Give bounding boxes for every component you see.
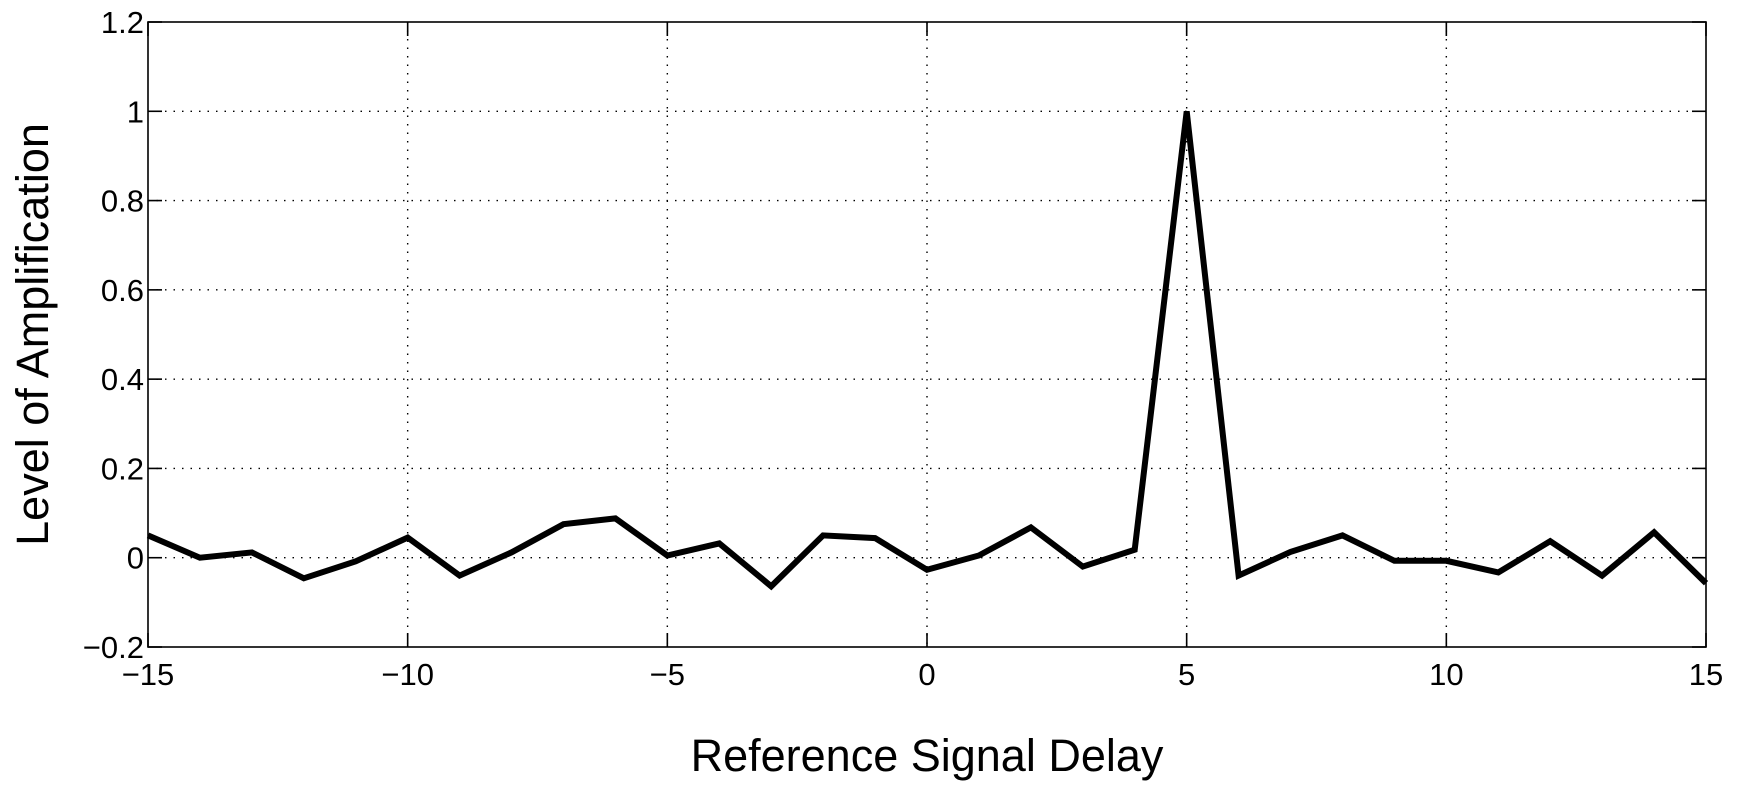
x-tick-label: 15 — [1689, 657, 1723, 692]
x-tick-label: 0 — [918, 657, 935, 692]
y-tick-label: 0.4 — [101, 362, 144, 397]
y-tick-label: 0.2 — [101, 451, 144, 486]
x-tick-label: 5 — [1178, 657, 1195, 692]
series-line — [146, 110, 1709, 591]
y-tick-label: −0.2 — [83, 630, 144, 665]
y-tick-label: 0.6 — [101, 273, 144, 308]
y-tick-label: 1.2 — [101, 5, 144, 40]
y-tick-label: 0.8 — [101, 184, 144, 219]
x-tick-label: −10 — [381, 657, 434, 692]
grid — [148, 22, 1706, 647]
x-tick-label: −15 — [122, 657, 175, 692]
ticks — [147, 21, 1707, 648]
y-axis-title: Level of Amplification — [7, 123, 58, 546]
x-tick-label: 10 — [1429, 657, 1463, 692]
x-tick-label: −5 — [650, 657, 685, 692]
tick-labels: −15 −10 −5 0 5 10 15 −0.2 0 0.2 0.4 0.6 0.8 1 1.2 — [83, 5, 1723, 692]
y-tick-label: 1 — [127, 94, 144, 129]
y-tick-label: 0 — [127, 541, 144, 576]
series-group — [146, 110, 1709, 591]
x-axis-title: Reference Signal Delay — [691, 730, 1164, 781]
